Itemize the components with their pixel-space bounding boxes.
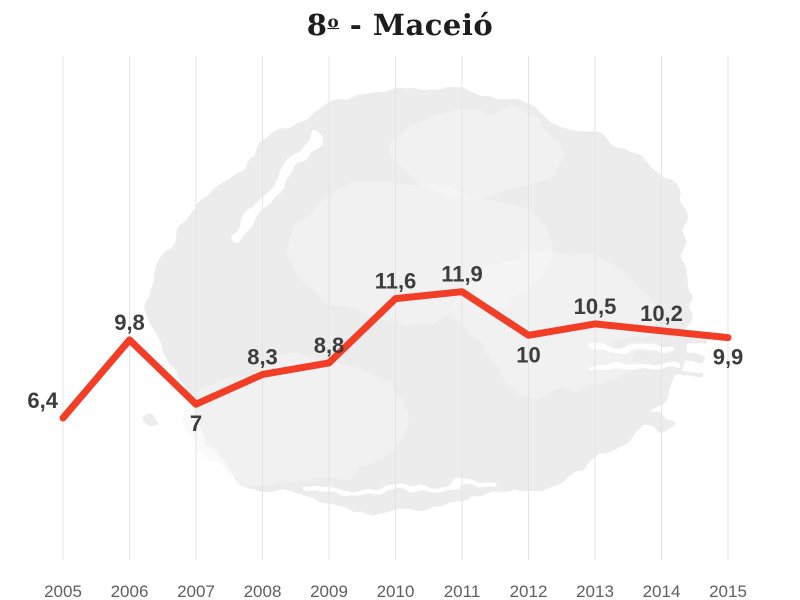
gridlines [62,56,729,560]
title-city: - Maceió [339,8,494,42]
splash-highlight [190,360,410,480]
splash-streak [618,372,702,378]
splash-speck [143,418,161,430]
data-label: 8,3 [247,344,278,369]
data-label: 10,2 [640,301,683,326]
data-label: 9,9 [713,345,744,370]
x-axis-label: 2009 [310,582,348,600]
title-rank-number: 8 [306,8,328,42]
x-axis-label: 2014 [643,582,681,600]
data-label: 9,8 [114,310,145,335]
trend-line-group [59,288,732,422]
x-axis-label: 2011 [444,582,481,600]
data-label: 10 [516,342,540,367]
splash-gap [588,346,672,352]
title-ordinal-indicator: o [327,11,340,32]
x-axis-labels: 2005 2006 2007 2008 2009 2010 2011 2012 2013 2014… [44,582,747,600]
splash-notch [227,123,327,243]
splash-speck [633,417,677,431]
data-label: 11,9 [441,262,483,287]
x-axis-label: 2010 [377,582,415,600]
splash-streak [612,337,704,344]
splash-highlight [390,110,570,190]
data-label: 6,4 [27,388,58,413]
x-axis-label: 2006 [111,582,149,600]
x-axis-label: 2005 [44,582,82,600]
splash-gap [584,364,676,369]
x-axis-label: 2013 [576,582,614,600]
data-label: 7 [190,411,202,436]
background-splash [143,89,704,512]
x-axis-label: 2015 [709,582,747,600]
data-label: 8,8 [314,333,345,358]
splash-gap [300,486,500,491]
splash-highlight [460,250,660,390]
chart-title: 8o - Maceió [0,8,800,42]
x-axis-label: 2008 [244,582,282,600]
splash-streak [628,355,700,361]
data-labels: 6,4 9,8 7 8,3 8,8 11,6 11,9 10 10,5 10,2 9,9 [27,262,743,437]
x-axis-label: 2007 [177,582,215,600]
trend-line [59,288,732,422]
data-label: 10,5 [574,294,617,319]
x-axis-label: 2012 [510,582,548,600]
data-label: 11,6 [375,269,417,294]
